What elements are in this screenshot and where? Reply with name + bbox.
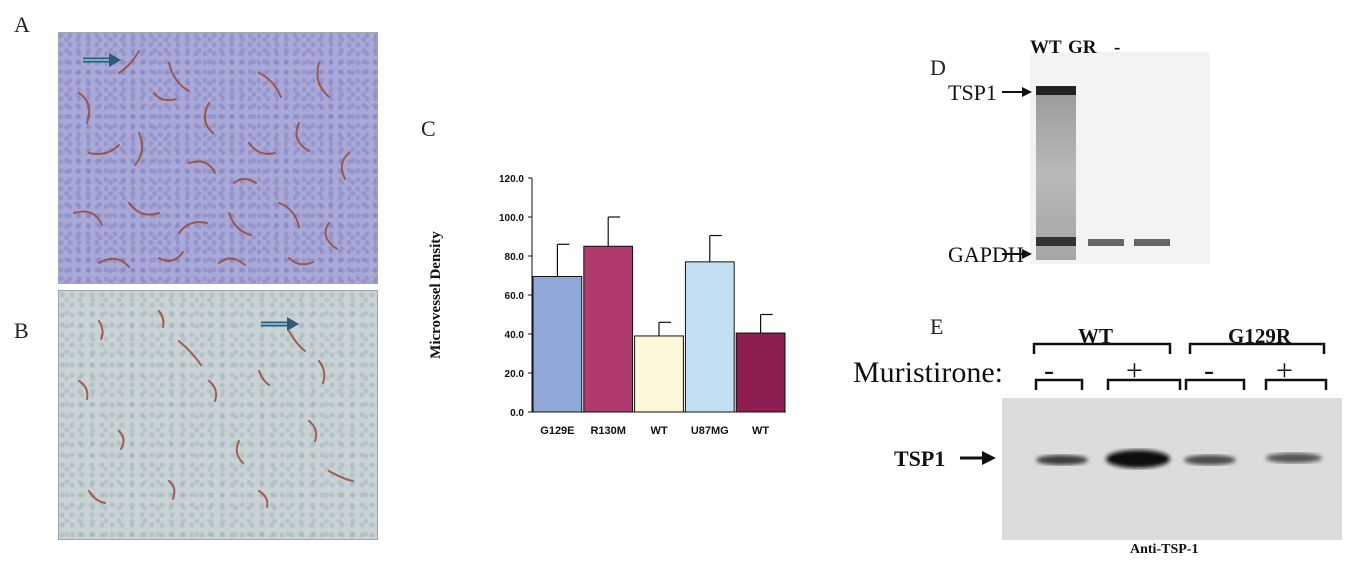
gel-d-band-gapdh-wt — [1036, 237, 1076, 246]
blot-e-band-wt-plus — [1106, 450, 1170, 468]
bracket-g129r — [1188, 342, 1326, 354]
gel-d — [1030, 52, 1210, 264]
blot-e — [1002, 398, 1342, 540]
chart-plot-area: 0.0 20.0 40.0 60.0 80.0 100.0 120.0 Microvessel… — [428, 174, 786, 437]
bracket-lane-4 — [1264, 378, 1328, 390]
lane-label-wt: WT — [1030, 37, 1062, 58]
bracket-lane-3 — [1184, 378, 1246, 390]
gel-d-bands — [1036, 86, 1170, 260]
lane-sign-3: - — [1204, 354, 1214, 387]
lane-sign-2: + — [1126, 354, 1143, 387]
bracket-lane-2 — [1106, 378, 1182, 390]
x-tick-label: R130M — [590, 425, 625, 437]
y-tick-label: 80.0 — [505, 252, 525, 263]
bar-chart: 0.0 20.0 40.0 60.0 80.0 100.0 120.0 Microvessel… — [428, 174, 786, 437]
bar — [634, 335, 684, 413]
y-tick-label: 20.0 — [505, 369, 525, 380]
x-tick-label: WT — [650, 425, 667, 437]
micrograph-b-vessels — [78, 310, 354, 508]
bracket-wt — [1032, 342, 1172, 354]
panel-letter-b: B — [14, 318, 29, 343]
lane-label-gr: GR — [1068, 37, 1097, 58]
lane-sign-4: + — [1276, 354, 1293, 387]
band-label-tsp1-e: TSP1 — [894, 446, 946, 471]
bar — [684, 261, 735, 413]
antibody-label: Anti-TSP-1 — [1130, 542, 1199, 557]
band-label-tsp1-d: TSP1 — [948, 80, 997, 105]
y-tick-label: 60.0 — [505, 291, 525, 302]
gel-d-band-gapdh-gr — [1088, 239, 1124, 246]
x-tick-label: WT — [752, 425, 769, 437]
micrograph-a-vessels — [73, 50, 350, 268]
bar — [735, 332, 786, 413]
arrow-icon-b — [261, 317, 299, 331]
micrograph-a — [58, 32, 378, 284]
micrograph-b — [58, 290, 378, 540]
gel-d-band-gapdh-neg — [1134, 239, 1170, 246]
blot-e-band-wt-minus — [1036, 455, 1088, 465]
blot-e-bands — [1036, 450, 1322, 468]
blot-e-band-g129r-plus — [1266, 453, 1322, 463]
y-tick-label: 120.0 — [499, 174, 524, 185]
panel-letter-e: E — [930, 314, 944, 339]
panel-letter-a: A — [14, 12, 30, 37]
x-tick-label: G129E — [540, 425, 574, 437]
y-tick-label: 100.0 — [499, 213, 524, 224]
gel-d-lane-wt-smear — [1036, 92, 1076, 260]
panel-letter-c: C — [421, 116, 436, 141]
bar — [532, 275, 583, 413]
gel-d-band-tsp1-wt — [1036, 86, 1076, 95]
lane-label-neg: - — [1114, 37, 1121, 58]
panel-letter-d: D — [930, 55, 946, 80]
lane-sign-1: - — [1044, 354, 1054, 387]
arrow-icon-tsp1-e — [960, 451, 996, 465]
arrow-icon-tsp1-d — [1002, 87, 1032, 97]
y-tick-label: 0.0 — [510, 408, 524, 419]
group-brackets — [1032, 342, 1328, 390]
bar — [583, 245, 634, 413]
bracket-lane-1 — [1034, 378, 1084, 390]
treatment-label: Muristirone: — [853, 356, 1003, 389]
blot-e-band-g129r-minus — [1184, 455, 1236, 465]
arrow-icon-gapdh-d — [1002, 249, 1032, 259]
x-tick-label: U87MG — [691, 425, 729, 437]
arrow-icon-a — [83, 53, 121, 67]
y-axis-label: Microvessel Density — [428, 231, 444, 359]
y-tick-label: 40.0 — [505, 330, 525, 341]
